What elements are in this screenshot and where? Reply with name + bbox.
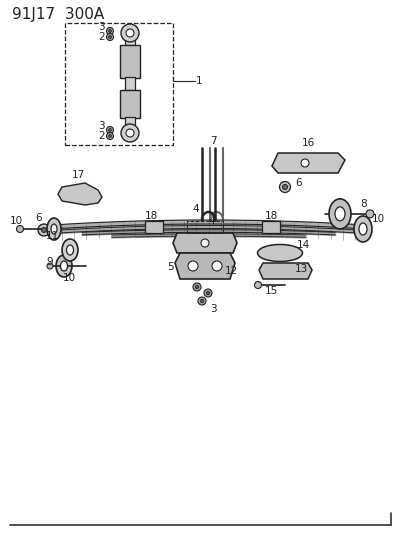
Circle shape (41, 228, 47, 232)
Text: 10: 10 (63, 273, 76, 283)
Text: 17: 17 (72, 170, 85, 180)
Circle shape (109, 29, 111, 33)
Text: 9: 9 (46, 257, 53, 267)
Ellipse shape (329, 199, 351, 229)
Circle shape (109, 36, 111, 38)
Text: 3: 3 (98, 121, 105, 131)
Bar (145, 221, 163, 233)
Text: 18: 18 (265, 211, 278, 221)
Bar (262, 221, 280, 232)
Bar (187, 221, 223, 233)
Circle shape (301, 159, 309, 167)
Ellipse shape (335, 207, 345, 221)
Circle shape (212, 261, 222, 271)
Circle shape (279, 182, 290, 192)
Text: 8: 8 (360, 199, 367, 209)
Circle shape (109, 134, 111, 138)
Ellipse shape (62, 239, 78, 261)
Circle shape (195, 285, 199, 289)
Circle shape (107, 126, 113, 133)
Ellipse shape (257, 245, 302, 262)
Text: 12: 12 (225, 266, 238, 276)
Circle shape (200, 299, 204, 303)
Polygon shape (272, 153, 345, 173)
Text: 16: 16 (302, 138, 315, 148)
Text: 7: 7 (210, 136, 217, 146)
Text: 2: 2 (98, 131, 105, 141)
Ellipse shape (47, 218, 61, 240)
Ellipse shape (61, 261, 67, 271)
Circle shape (121, 24, 139, 42)
Circle shape (201, 239, 209, 247)
Ellipse shape (354, 216, 372, 242)
Polygon shape (173, 233, 237, 253)
Circle shape (38, 224, 50, 236)
Bar (125, 77, 135, 90)
Text: 10: 10 (372, 214, 385, 224)
Text: 18: 18 (145, 211, 158, 221)
Circle shape (107, 28, 113, 35)
Circle shape (204, 289, 212, 297)
Bar (65, 23, 173, 145)
Text: 2: 2 (98, 32, 105, 42)
Circle shape (126, 29, 134, 37)
Text: 6: 6 (35, 213, 42, 223)
Circle shape (282, 184, 288, 190)
Circle shape (255, 281, 261, 288)
Circle shape (16, 225, 24, 232)
Text: 4: 4 (192, 204, 198, 214)
Ellipse shape (56, 255, 72, 277)
Text: 10: 10 (10, 216, 23, 226)
Polygon shape (175, 253, 235, 279)
Circle shape (107, 34, 113, 41)
Ellipse shape (51, 224, 57, 234)
Text: 3: 3 (98, 22, 105, 32)
Text: 14: 14 (297, 240, 310, 250)
Circle shape (366, 210, 374, 218)
Text: 6: 6 (295, 178, 302, 188)
Text: 11: 11 (46, 231, 59, 241)
Ellipse shape (359, 223, 367, 235)
Text: 91J17  300A: 91J17 300A (12, 7, 104, 22)
Circle shape (107, 133, 113, 140)
Text: 3: 3 (210, 304, 217, 314)
Text: 15: 15 (265, 286, 278, 296)
Circle shape (109, 128, 111, 132)
Bar (125, 117, 135, 130)
Circle shape (198, 297, 206, 305)
Text: 4: 4 (208, 216, 215, 226)
Circle shape (188, 261, 198, 271)
Text: 5: 5 (167, 262, 174, 272)
Text: 13: 13 (295, 264, 308, 274)
Circle shape (121, 124, 139, 142)
Text: 1: 1 (196, 76, 203, 86)
Circle shape (193, 283, 201, 291)
Bar (125, 33, 135, 45)
Polygon shape (259, 263, 312, 279)
Ellipse shape (67, 245, 73, 255)
Circle shape (206, 291, 210, 295)
Polygon shape (58, 183, 102, 205)
Circle shape (126, 129, 134, 137)
Bar (120, 90, 140, 118)
Bar (120, 45, 140, 78)
Circle shape (47, 263, 53, 269)
